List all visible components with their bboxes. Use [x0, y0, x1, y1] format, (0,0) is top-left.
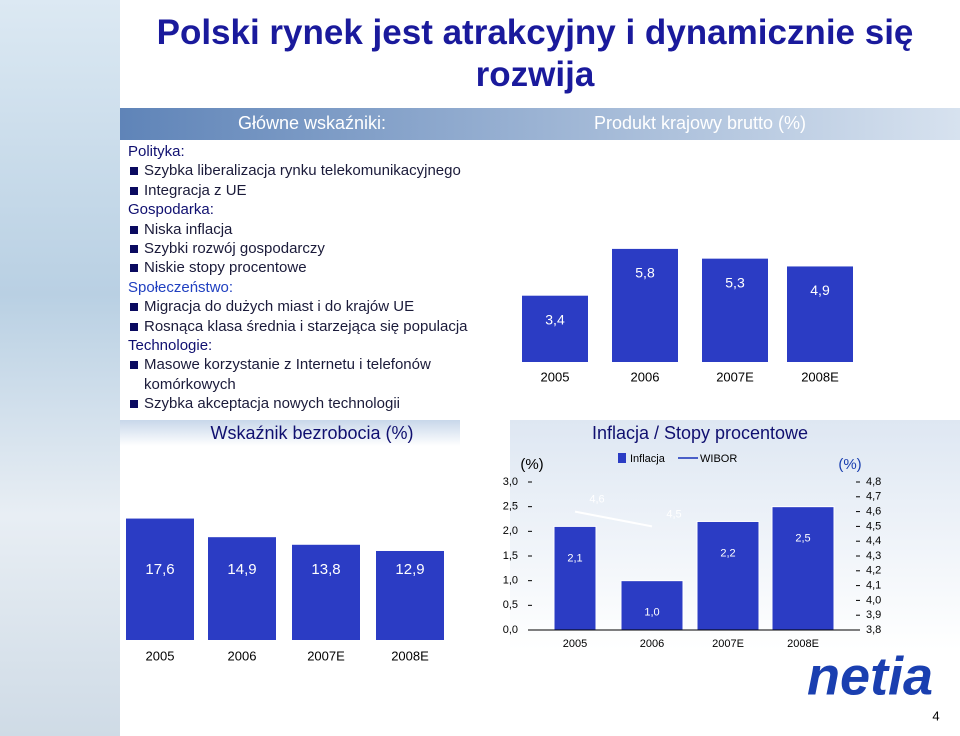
- bullet-item: Szybki rozwój gospodarczy: [128, 239, 498, 258]
- y-tick-label: 2,5: [503, 501, 518, 513]
- legend-label: WIBOR: [700, 453, 737, 465]
- bar: [696, 520, 760, 631]
- panel-bar: [120, 420, 460, 446]
- bullet-item: Masowe korzystanie z Internetu i telefon…: [128, 355, 498, 394]
- header-left: Główne wskaźniki:: [238, 113, 386, 133]
- x-tick-label: 2005: [541, 369, 570, 384]
- value-label: 13,8: [311, 561, 340, 578]
- section-heading: Technologie:: [128, 337, 213, 355]
- bar: [702, 258, 768, 362]
- value-label: 2,5: [795, 533, 810, 545]
- section: Gospodarka: Niska inflacja Szybki rozwój g…: [128, 200, 498, 278]
- x-tick-label: 2007E: [716, 369, 754, 384]
- chart-title: Wskaźnik bezrobocia (%): [210, 423, 413, 443]
- bar: [376, 550, 444, 640]
- bullet-item: Szybka liberalizacja rynku telekomunikac…: [128, 161, 498, 180]
- bullet-list: Polityka: Szybka liberalizacja rynku tele…: [128, 142, 498, 414]
- y-tick-label: 0,5: [503, 599, 518, 611]
- x-tick-label: 2006: [640, 638, 664, 650]
- value-label: 4,9: [810, 282, 830, 298]
- x-tick-label: 2007E: [307, 648, 345, 663]
- x-tick-label: 2006: [228, 648, 257, 663]
- x-tick-label: 2008E: [391, 648, 429, 663]
- y-axis-label: (%): [520, 456, 543, 473]
- x-tick-label: 2008E: [801, 369, 839, 384]
- y2-tick-label: 4,6: [866, 506, 881, 518]
- y2-tick-label: 4,5: [866, 520, 881, 532]
- bar: [612, 248, 678, 362]
- section: Polityka: Szybka liberalizacja rynku tele…: [128, 142, 498, 200]
- y2-tick-label: 3,9: [866, 609, 881, 621]
- value-label: 2,2: [720, 547, 735, 559]
- bar: [208, 537, 276, 640]
- bar: [771, 506, 835, 631]
- x-tick-label: 2008E: [787, 638, 819, 650]
- slide-title: Polski rynek jest atrakcyjny i dynamiczn…: [156, 13, 914, 94]
- page-number: 4: [932, 708, 939, 723]
- bullet-item: Niskie stopy procentowe: [128, 258, 498, 277]
- value-label: 5,3: [725, 274, 745, 290]
- y2-tick-label: 4,2: [866, 565, 881, 577]
- bullet-item: Integracja z UE: [128, 181, 498, 200]
- line: [574, 510, 653, 528]
- bar: [620, 580, 684, 631]
- section: Technologie: Masowe korzystanie z Interne…: [128, 336, 498, 414]
- y2-tick-label: 4,7: [866, 491, 881, 503]
- chart-title: Inflacja / Stopy procentowe: [592, 423, 808, 443]
- bullet-item: Niska inflacja: [128, 220, 498, 239]
- bullet-item: Rosnąca klasa średnia i starzejąca się p…: [128, 317, 498, 336]
- x-tick-label: 2007E: [712, 638, 744, 650]
- x-tick-label: 2005: [563, 638, 587, 650]
- section-heading: Gospodarka:: [128, 201, 214, 219]
- y2-tick-label: 4,4: [866, 535, 881, 547]
- y-tick-label: 0,0: [503, 624, 518, 636]
- y2-tick-label: 4,1: [866, 580, 881, 592]
- y-tick-label: 2,0: [503, 525, 518, 537]
- value-label: 4,5: [666, 508, 681, 520]
- value-label: 12,9: [395, 561, 424, 578]
- bar: [553, 525, 597, 631]
- bullet-item: Szybka akceptacja nowych technologii: [128, 394, 498, 413]
- section-heading: Społeczeństwo:: [128, 278, 234, 296]
- value-label: 5,8: [635, 265, 655, 281]
- y2-axis-label: (%): [838, 456, 861, 473]
- value-label: 2,1: [567, 552, 582, 564]
- value-label: 1,0: [644, 607, 659, 619]
- photo-strip: [0, 0, 120, 736]
- bar: [522, 295, 588, 362]
- value-label: 17,6: [145, 561, 174, 578]
- y2-tick-label: 4,3: [866, 550, 881, 562]
- y-tick-label: 3,0: [503, 476, 518, 488]
- legend-label: Inflacja: [630, 453, 666, 465]
- x-tick-label: 2006: [631, 369, 660, 384]
- value-label: 4,6: [589, 494, 604, 506]
- header-bar: [120, 108, 960, 140]
- bullet-item: Migracja do dużych miast i do krajów UE: [128, 297, 498, 316]
- y2-tick-label: 4,8: [866, 476, 881, 488]
- legend-swatch: [618, 453, 626, 463]
- bar: [292, 544, 360, 640]
- bar: [787, 266, 853, 362]
- value-label: 14,9: [227, 561, 256, 578]
- value-label: 3,4: [545, 311, 565, 327]
- bar: [126, 518, 194, 640]
- x-tick-label: 2005: [146, 648, 175, 663]
- section: Społeczeństwo: Migracja do dużych miast i…: [128, 278, 498, 336]
- y2-tick-label: 4,0: [866, 594, 881, 606]
- y-tick-label: 1,5: [503, 550, 518, 562]
- y2-tick-label: 3,8: [866, 624, 881, 636]
- chart-title: Produkt krajowy brutto (%): [594, 113, 806, 133]
- y-tick-label: 1,0: [503, 575, 518, 587]
- logo: netia: [807, 646, 933, 706]
- section-heading: Polityka:: [128, 143, 185, 160]
